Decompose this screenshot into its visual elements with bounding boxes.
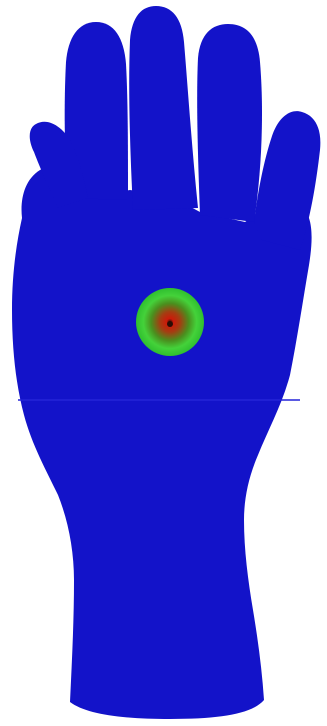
hotspot-peak	[167, 321, 173, 327]
finger-ring	[197, 24, 262, 222]
finger-pinky	[254, 111, 321, 250]
hand-palm-wrist	[12, 165, 312, 720]
finger-middle	[129, 6, 198, 210]
finger-thumb	[29, 121, 88, 208]
finger-index	[64, 22, 128, 200]
